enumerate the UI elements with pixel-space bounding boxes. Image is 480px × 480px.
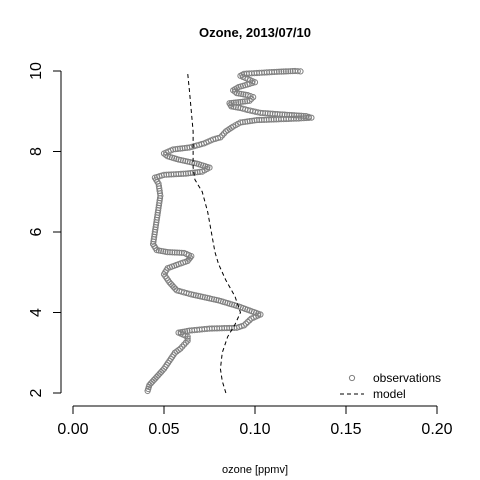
x-tick-label: 0.00: [57, 421, 88, 438]
y-tick-label: 2: [28, 388, 45, 397]
y-tick-label: 6: [28, 227, 45, 236]
observation-point: [241, 98, 249, 105]
observation-point: [244, 318, 251, 326]
observation-point: [184, 337, 191, 344]
observation-point: [308, 114, 315, 121]
observation-point: [248, 95, 255, 103]
observation-point: [169, 249, 176, 256]
x-axis-label: ozone [ppmv]: [222, 464, 288, 476]
observation-point: [162, 248, 169, 255]
observation-point: [166, 249, 174, 256]
observation-point: [171, 249, 178, 256]
observation-point: [242, 320, 249, 327]
observation-point: [294, 68, 301, 75]
observation-point: [250, 94, 257, 101]
observation-point: [282, 68, 290, 75]
observation-point: [280, 68, 287, 75]
observation-point: [273, 68, 280, 75]
observation-point: [237, 104, 244, 112]
observation-point: [240, 322, 248, 329]
y-tick-label: 8: [28, 147, 45, 156]
x-axis: 0.00 0.05 0.10 0.15 0.20 ozone [ppmv]: [57, 405, 453, 476]
observation-point: [226, 100, 233, 107]
observations-series: [144, 67, 315, 395]
observation-point: [157, 247, 165, 255]
legend: observations model: [340, 371, 441, 401]
legend-observations-label: observations: [373, 371, 441, 385]
x-tick-label: 0.05: [148, 421, 179, 438]
observation-point: [239, 98, 246, 105]
observation-point: [297, 68, 304, 75]
x-tick-label: 0.15: [330, 421, 361, 438]
observation-point: [276, 68, 283, 75]
observation-point: [232, 99, 240, 106]
model-line: [187, 72, 241, 394]
observation-point: [246, 317, 253, 324]
chart-title: Ozone, 2013/07/10: [199, 25, 311, 40]
legend-model-label: model: [373, 387, 406, 401]
y-tick-label: 4: [28, 308, 45, 317]
plot-area: [144, 67, 315, 395]
y-axis: 2 4 6 8 10: [28, 62, 62, 397]
observation-point: [178, 249, 185, 256]
observation-point: [285, 68, 292, 75]
observation-point: [177, 329, 184, 336]
observation-point: [278, 68, 285, 75]
observation-point: [287, 68, 294, 75]
y-tick-label: 10: [28, 62, 45, 80]
observation-point: [214, 134, 222, 142]
x-tick-label: 0.10: [239, 421, 270, 438]
observation-point: [230, 99, 237, 106]
legend-observations-marker: [348, 374, 356, 382]
observation-point: [180, 249, 188, 257]
observation-point: [235, 99, 242, 106]
observation-point: [176, 249, 183, 256]
observation-point: [231, 88, 239, 95]
x-tick-label: 0.20: [421, 421, 452, 438]
observation-point: [237, 98, 244, 106]
observation-point: [238, 90, 245, 98]
observation-point: [228, 99, 235, 107]
observation-point: [173, 249, 181, 256]
